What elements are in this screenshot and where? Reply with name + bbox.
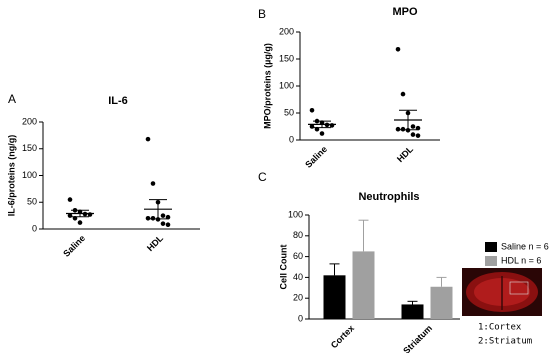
y-tick-label: 50 [284,107,294,117]
legend-label: Saline n = 6 [501,241,549,251]
chart-title: Neutrophils [358,191,419,203]
y-tick-label: 60 [293,251,303,261]
chart-title: MPO [392,6,418,18]
y-axis-label: IL-6/proteins (ng/g) [6,135,16,217]
data-point [395,46,401,52]
data-point [405,127,411,133]
data-point [145,216,151,221]
x-tick-label: Cortex [329,323,356,350]
y-tick-label: 100 [279,80,294,90]
data-point [400,91,406,97]
y-tick-label: 0 [32,223,37,233]
y-tick-label: 100 [288,209,303,219]
annotation: 1:Cortex [478,323,522,333]
panel-letter: C [258,170,267,184]
data-point [150,181,156,186]
data-point [395,126,401,132]
data-point [410,124,416,129]
brain-inset [462,268,542,316]
bar [430,286,453,319]
data-point [319,131,325,136]
y-tick-label: 100 [22,170,37,180]
data-point [160,221,166,226]
data-point [415,133,421,138]
legend-swatch [485,256,497,266]
x-tick-label: Saline [303,144,329,170]
x-tick-label: Saline [61,233,87,259]
panel-letter: B [258,7,266,21]
data-point [410,132,416,137]
data-point [400,126,406,132]
y-tick-label: 0 [289,134,294,144]
y-tick-label: 0 [298,313,303,323]
legend-label: HDL n = 6 [501,255,541,265]
y-tick-label: 50 [27,197,37,207]
data-point [155,217,161,222]
annotation: 2:Striatum [478,337,532,347]
chart-title: IL-6 [108,95,128,107]
data-point [145,136,151,142]
x-tick-label: HDL [145,233,166,254]
bar [352,251,375,319]
data-point [77,220,83,225]
y-tick-label: 150 [279,53,294,63]
y-tick-label: 80 [293,230,303,240]
y-axis-label: MPO/proteins (µg/g) [262,43,272,129]
y-tick-label: 20 [293,293,303,303]
y-tick-label: 200 [279,26,294,36]
bar [401,304,424,319]
data-point [67,197,73,202]
data-point [309,108,315,113]
data-point [160,213,166,218]
bar [323,275,346,319]
region-box [509,281,529,295]
y-tick-label: 40 [293,272,303,282]
panel-letter: A [8,92,16,106]
y-tick-label: 150 [22,143,37,153]
y-axis-label: Cell Count [278,245,288,290]
data-point [165,222,171,228]
data-point [150,216,156,221]
x-tick-label: Striatum [401,323,434,353]
y-tick-label: 200 [22,116,37,126]
x-tick-label: HDL [395,144,416,165]
legend-swatch [485,242,497,252]
